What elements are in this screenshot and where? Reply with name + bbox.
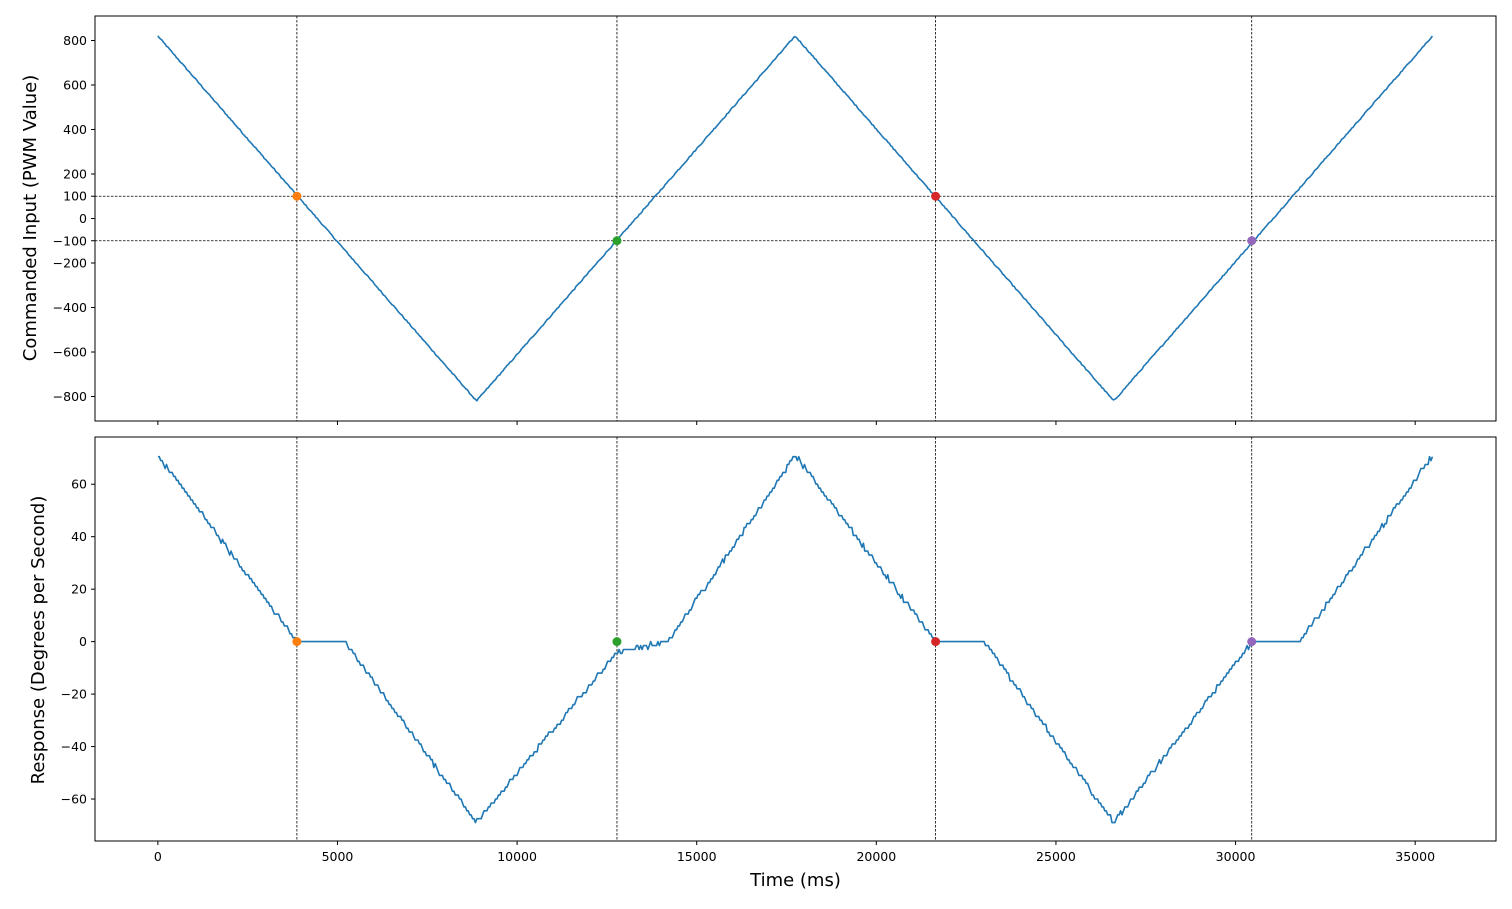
y-tick-label: 0 bbox=[79, 634, 87, 649]
crossing-marker-point bbox=[931, 191, 941, 201]
crossing-marker-point bbox=[1247, 637, 1257, 647]
y-tick-label: 40 bbox=[71, 529, 87, 544]
x-tick-label: 25000 bbox=[1036, 849, 1076, 864]
bottom-y-axis-label: Response (Degrees per Second) bbox=[28, 496, 49, 785]
top-axes-frame bbox=[94, 15, 1497, 422]
y-tick-label: 600 bbox=[63, 77, 87, 92]
y-tick-label: 200 bbox=[63, 166, 87, 181]
y-tick-label: −200 bbox=[53, 256, 87, 271]
bottom-axes-response: −60 −40 −20 0 20 40 60 0 5000 10000 15000 20000 2500… bbox=[28, 436, 1497, 891]
crossing-marker-point bbox=[1247, 236, 1257, 246]
y-tick-label: 400 bbox=[63, 122, 87, 137]
y-tick-label: −100 bbox=[53, 233, 87, 248]
x-tick-label: 15000 bbox=[677, 849, 717, 864]
bottom-plot-area bbox=[157, 437, 1434, 841]
top-y-axis-label: Commanded Input (PWM Value) bbox=[20, 75, 41, 361]
x-axis-label: Time (ms) bbox=[749, 870, 841, 891]
y-tick-label: 100 bbox=[63, 189, 87, 204]
x-tick-label: 20000 bbox=[856, 849, 896, 864]
y-tick-label: −400 bbox=[53, 300, 87, 315]
crossing-marker-point bbox=[612, 236, 622, 246]
top-plot-area bbox=[95, 16, 1496, 421]
y-tick-label: 800 bbox=[63, 33, 87, 48]
crossing-marker-point bbox=[292, 191, 302, 201]
crossing-marker-point bbox=[931, 637, 941, 647]
x-tick-label: 30000 bbox=[1216, 849, 1256, 864]
y-tick-label: −800 bbox=[53, 389, 87, 404]
series-line bbox=[157, 35, 1434, 402]
x-tick-label: 0 bbox=[154, 849, 162, 864]
top-axis-ticks: −800 −600 −400 −200 −100 0 100 200 400 600 800 bbox=[53, 33, 1416, 425]
y-tick-label: −600 bbox=[53, 345, 87, 360]
bottom-axis-ticks: −60 −40 −20 0 20 40 60 0 5000 10000 15000 20000 2500… bbox=[61, 477, 1435, 864]
crossing-marker-point bbox=[612, 637, 622, 647]
y-tick-label: 0 bbox=[79, 211, 87, 226]
crossing-marker-point bbox=[292, 637, 302, 647]
bottom-axes-frame bbox=[94, 436, 1497, 842]
series-line bbox=[157, 455, 1434, 824]
y-tick-label: 20 bbox=[71, 582, 87, 597]
y-tick-label: −40 bbox=[61, 739, 87, 754]
y-tick-label: 60 bbox=[71, 477, 87, 492]
x-tick-label: 5000 bbox=[322, 849, 354, 864]
x-tick-label: 35000 bbox=[1395, 849, 1435, 864]
x-tick-label: 10000 bbox=[497, 849, 537, 864]
top-axes-commanded-input: −800 −600 −400 −200 −100 0 100 200 400 600 800 Com… bbox=[20, 15, 1497, 425]
y-tick-label: −60 bbox=[61, 792, 87, 807]
y-tick-label: −20 bbox=[61, 687, 87, 702]
